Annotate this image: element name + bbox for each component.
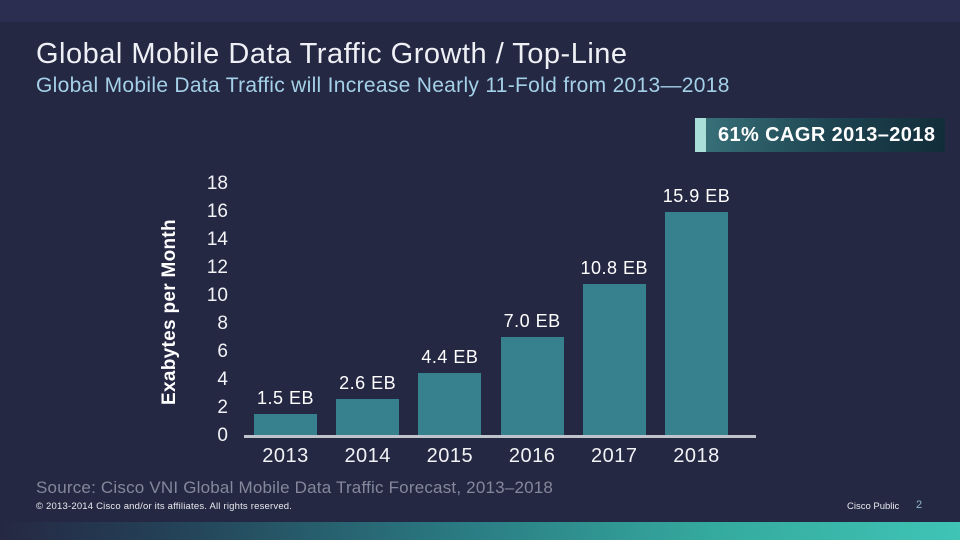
cagr-badge-accent-bar bbox=[695, 118, 706, 152]
x-axis-line bbox=[244, 435, 756, 438]
source-citation: Source: Cisco VNI Global Mobile Data Tra… bbox=[36, 478, 554, 497]
y-tick-label: 0 bbox=[217, 425, 228, 446]
x-axis-label-2017: 2017 bbox=[591, 445, 638, 467]
y-tick-label: 14 bbox=[206, 229, 228, 250]
bar-2015 bbox=[418, 373, 482, 435]
x-axis-label-2018: 2018 bbox=[673, 445, 720, 467]
copyright-notice: © 2013-2014 Cisco and/or its affiliates.… bbox=[36, 501, 293, 512]
x-axis-label-2016: 2016 bbox=[508, 445, 556, 467]
slide-subtitle: Global Mobile Data Traffic will Increase… bbox=[36, 74, 730, 97]
bar-2014 bbox=[336, 398, 400, 435]
bottom-accent-bar bbox=[0, 522, 960, 540]
y-tick-label: 18 bbox=[206, 173, 228, 194]
bar-2017 bbox=[582, 283, 646, 435]
bar-value-label: 1.5 EB bbox=[256, 388, 315, 408]
bar-value-label: 15.9 EB bbox=[662, 186, 731, 207]
x-axis-label-2015: 2015 bbox=[426, 445, 474, 467]
top-strip bbox=[0, 0, 960, 22]
y-tick-label: 2 bbox=[217, 397, 228, 418]
bar-value-label: 10.8 EB bbox=[580, 257, 649, 278]
bar-value-label: 4.4 EB bbox=[421, 347, 479, 368]
bar-2016 bbox=[500, 337, 564, 435]
bar-value-label: 7.0 EB bbox=[503, 311, 561, 331]
slide-title: Global Mobile Data Traffic Growth / Top-… bbox=[36, 38, 628, 70]
x-axis-label-2013: 2013 bbox=[262, 445, 309, 467]
y-tick-label: 6 bbox=[217, 341, 228, 362]
cagr-badge: 61% CAGR 2013–2018 bbox=[695, 118, 945, 152]
bar-2018 bbox=[665, 212, 728, 435]
y-tick-label: 10 bbox=[206, 285, 228, 306]
y-tick-label: 8 bbox=[217, 313, 228, 334]
classification-label: Cisco Public bbox=[847, 501, 900, 512]
x-axis-label-2014: 2014 bbox=[344, 445, 391, 467]
cagr-badge-text: 61% CAGR 2013–2018 bbox=[718, 123, 936, 146]
bar-value-label: 2.6 EB bbox=[339, 372, 397, 393]
bar-2013 bbox=[254, 414, 317, 435]
y-tick-label: 4 bbox=[217, 369, 228, 390]
y-tick-label: 16 bbox=[206, 201, 228, 222]
page-number: 2 bbox=[916, 499, 923, 511]
y-tick-label: 12 bbox=[206, 257, 228, 278]
